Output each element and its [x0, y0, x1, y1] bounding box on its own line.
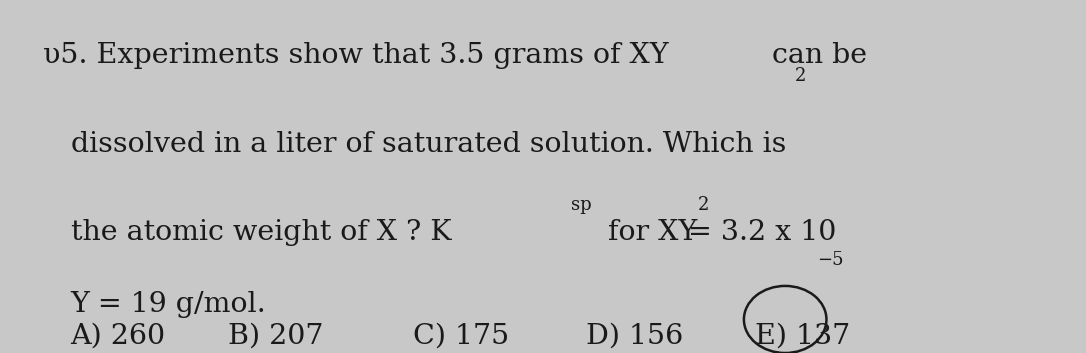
Text: A) 260: A) 260: [71, 323, 166, 349]
Text: dissolved in a liter of saturated solution. Which is: dissolved in a liter of saturated soluti…: [71, 131, 786, 157]
Text: E) 137: E) 137: [755, 323, 850, 349]
Text: D) 156: D) 156: [586, 323, 684, 349]
Text: Y = 19 g/mol.: Y = 19 g/mol.: [71, 291, 266, 318]
Text: for XY: for XY: [598, 219, 697, 246]
Text: B) 207: B) 207: [228, 323, 324, 349]
Text: sp: sp: [571, 196, 592, 214]
Text: = 3.2 x 10: = 3.2 x 10: [689, 219, 836, 246]
Text: −5: −5: [818, 251, 844, 269]
Text: υ5. Experiments show that 3.5 grams of XY: υ5. Experiments show that 3.5 grams of X…: [43, 42, 669, 69]
Text: can be: can be: [763, 42, 868, 69]
Text: C) 175: C) 175: [413, 323, 509, 349]
Text: the atomic weight of X ? K: the atomic weight of X ? K: [71, 219, 451, 246]
Text: 2: 2: [795, 67, 807, 85]
Text: 2: 2: [698, 196, 709, 214]
